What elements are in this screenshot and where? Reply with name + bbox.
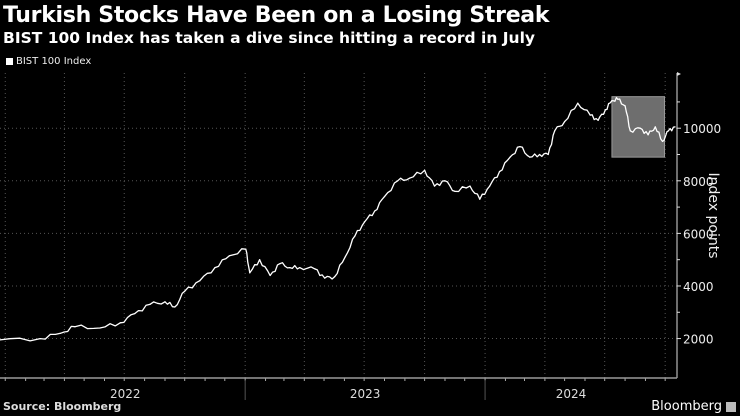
data-point	[424, 169, 426, 171]
data-point	[99, 327, 101, 329]
data-point	[654, 126, 656, 128]
data-point	[661, 140, 664, 142]
data-point	[0, 339, 1, 341]
data-point	[577, 102, 579, 104]
data-point	[119, 322, 121, 324]
data-point	[444, 180, 446, 182]
y-tick-label: 6000	[683, 227, 714, 241]
data-point	[667, 130, 670, 132]
data-point	[259, 259, 261, 261]
data-point	[249, 272, 251, 274]
data-point	[564, 121, 566, 123]
data-point	[364, 220, 366, 223]
y-tick-label: 4000	[683, 280, 714, 294]
legend: BIST 100 Index	[6, 56, 91, 67]
x-tick-label: 2024	[556, 387, 587, 401]
data-point	[354, 235, 356, 237]
data-point	[454, 190, 456, 192]
y-axis-arrow-icon	[677, 72, 681, 76]
legend-swatch	[6, 58, 13, 65]
data-point	[639, 127, 641, 129]
data-point	[479, 198, 481, 200]
data-point	[597, 119, 599, 121]
data-point	[617, 98, 619, 100]
data-point	[433, 185, 436, 187]
data-point	[529, 156, 531, 158]
data-point	[469, 185, 471, 187]
data-point	[279, 263, 281, 265]
data-point	[228, 255, 230, 257]
data-point	[149, 303, 151, 305]
data-point	[174, 306, 176, 308]
data-point	[199, 280, 201, 282]
data-point	[374, 210, 376, 212]
y-tick-label: 8000	[683, 175, 714, 189]
data-point	[547, 153, 549, 156]
x-tick-label: 2023	[350, 387, 381, 401]
legend-label: BIST 100 Index	[16, 56, 92, 67]
data-point	[629, 130, 631, 132]
data-point	[604, 109, 606, 111]
data-point	[611, 100, 613, 102]
data-point	[554, 130, 556, 132]
data-point	[74, 326, 76, 328]
x-tick-label: 2022	[110, 387, 141, 401]
bloomberg-logo: Bloomberg	[651, 399, 722, 414]
data-point	[314, 268, 316, 270]
data-point	[589, 114, 591, 116]
data-point	[324, 277, 326, 279]
data-point	[509, 156, 511, 158]
chart-subtitle: BIST 100 Index has taken a dive since hi…	[3, 29, 535, 47]
data-point	[59, 332, 62, 334]
data-point	[408, 177, 411, 179]
data-point	[39, 337, 41, 340]
data-point	[289, 266, 291, 269]
y-tick-label: 2000	[683, 333, 714, 347]
data-point	[397, 180, 399, 182]
data-point	[299, 266, 301, 269]
bloomberg-chart-icon	[726, 402, 736, 412]
series-line-bist-100	[0, 96, 676, 342]
y-tick-label: 10000	[683, 122, 721, 136]
data-point	[245, 248, 247, 250]
data-point	[647, 134, 649, 136]
chart-title: Turkish Stocks Have Been on a Losing Str…	[3, 3, 550, 28]
source-note: Source: Bloomberg	[3, 400, 122, 413]
data-point	[164, 301, 166, 303]
y-axis-label: Index points	[705, 173, 721, 259]
data-point	[269, 274, 271, 277]
data-point	[214, 266, 216, 269]
data-point	[674, 126, 676, 128]
data-point	[383, 195, 386, 198]
data-point	[344, 256, 346, 258]
data-point	[624, 105, 626, 107]
data-point	[498, 170, 501, 173]
data-point	[184, 290, 186, 292]
data-point	[539, 153, 541, 156]
data-point	[489, 185, 491, 187]
highlight-box	[611, 96, 666, 158]
data-point	[333, 276, 336, 278]
data-point	[134, 312, 136, 315]
data-point	[519, 146, 521, 148]
